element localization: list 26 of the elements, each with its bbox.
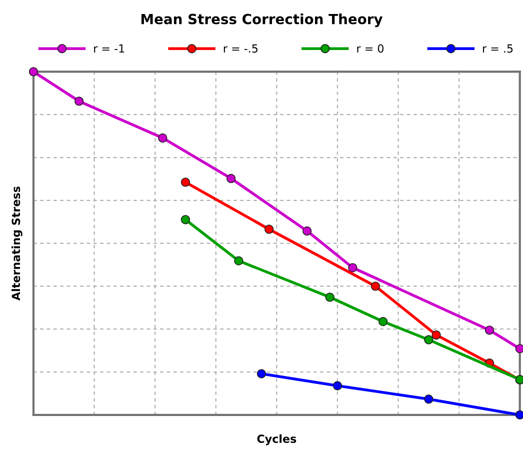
point — [180, 215, 190, 224]
point — [378, 316, 388, 326]
x-axis-title: Cycles — [257, 434, 296, 446]
point — [484, 326, 494, 335]
point — [74, 96, 84, 106]
point — [28, 67, 38, 76]
legend-label: r = 0 — [357, 44, 384, 53]
point — [370, 282, 380, 291]
point — [432, 330, 441, 340]
point — [180, 178, 190, 187]
point — [256, 369, 266, 378]
y-axis-title: Alternating Stress — [12, 186, 22, 301]
point — [226, 174, 236, 184]
point — [424, 394, 434, 404]
point — [158, 133, 168, 143]
point — [325, 292, 334, 302]
point — [424, 335, 434, 344]
chart-title: Mean Stress Correction Theory — [141, 14, 383, 28]
point — [348, 263, 358, 272]
legend-label: r = -1 — [94, 44, 124, 53]
point — [332, 381, 342, 390]
legend-label: r = -.5 — [224, 44, 258, 53]
point — [234, 256, 244, 266]
legend-label: r = .5 — [483, 44, 513, 53]
point — [302, 226, 312, 236]
point — [264, 224, 274, 234]
